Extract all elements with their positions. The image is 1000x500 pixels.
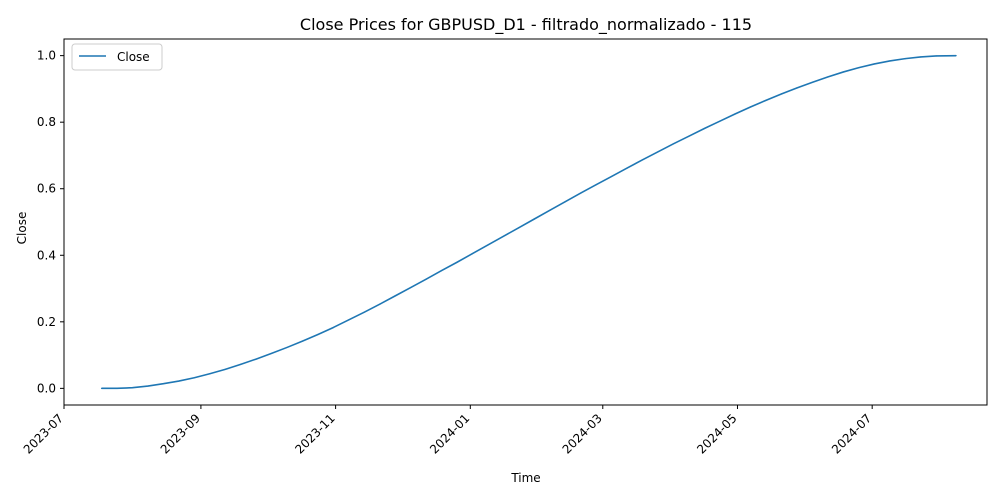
data-point: [595, 184, 597, 186]
data-point: [209, 373, 211, 375]
data-point: [657, 151, 659, 153]
x-tick-label: 2024-07: [829, 411, 874, 456]
plot-frame: [63, 38, 988, 406]
legend-box: [71, 43, 163, 71]
data-point: [348, 319, 350, 321]
data-point: [672, 143, 675, 145]
data-point: [394, 295, 396, 297]
data-point: [889, 60, 891, 62]
data-point: [904, 58, 906, 60]
data-point: [518, 227, 520, 229]
y-tick-label: 1.0: [37, 49, 56, 63]
data-point: [286, 346, 288, 349]
data-point: [781, 93, 783, 95]
data-point: [641, 159, 644, 161]
data-point: [842, 71, 845, 73]
data-point: [147, 385, 149, 387]
data-point: [425, 278, 427, 280]
data-point: [580, 192, 582, 194]
data-point: [688, 135, 690, 137]
x-tick-label: 2024-03: [560, 411, 605, 456]
plot-area: [63, 38, 988, 406]
data-point: [734, 113, 736, 115]
data-point: [162, 383, 164, 385]
series-layer: [100, 54, 957, 390]
data-point: [131, 387, 134, 389]
data-point: [955, 55, 957, 57]
data-point: [502, 235, 505, 237]
data-point: [626, 167, 628, 169]
data-point: [116, 387, 118, 389]
data-point: [363, 311, 365, 313]
data-point: [224, 368, 226, 370]
data-point: [332, 326, 334, 329]
data-point: [255, 358, 257, 360]
data-point: [270, 352, 273, 355]
data-point: [440, 269, 443, 272]
data-point: [935, 55, 937, 57]
data-point: [549, 209, 551, 211]
x-axis: 2023-07 2023-09 2023-11 2024-01 2024-03 2024-…: [21, 405, 874, 457]
y-tick-label: 0.4: [37, 248, 56, 262]
data-point: [827, 76, 829, 78]
x-tick-label: 2023-07: [21, 411, 66, 456]
data-point: [858, 67, 860, 69]
data-point: [796, 87, 798, 89]
data-point: [471, 253, 474, 255]
data-point: [100, 387, 103, 389]
chart-title: Close Prices for GBPUSD_D1 - filtrado_no…: [300, 15, 752, 35]
y-tick-label: 0.0: [37, 381, 56, 395]
legend: Close: [71, 43, 163, 71]
data-point: [178, 380, 180, 382]
data-point: [410, 286, 412, 289]
data-point: [301, 340, 304, 342]
data-point: [456, 261, 458, 263]
data-point: [379, 303, 381, 305]
x-tick-label: 2023-09: [158, 411, 203, 456]
data-point: [750, 106, 752, 108]
data-point: [611, 175, 613, 178]
y-tick-label: 0.8: [37, 115, 56, 129]
data-point: [533, 218, 535, 220]
x-tick-label: 2023-11: [292, 411, 337, 456]
y-tick-label: 0.6: [37, 182, 56, 196]
y-axis-label: Close: [15, 212, 29, 245]
data-point: [487, 244, 489, 246]
legend-label: Close: [117, 50, 150, 64]
data-point: [564, 201, 566, 203]
data-point: [811, 81, 814, 83]
data-point: [765, 99, 767, 101]
x-tick-label: 2024-01: [427, 411, 472, 456]
y-tick-label: 0.2: [37, 315, 56, 329]
data-point: [193, 377, 195, 379]
x-axis-label: Time: [510, 471, 540, 485]
data-point: [703, 127, 705, 130]
data-point: [920, 56, 922, 58]
data-point: [317, 333, 319, 336]
data-point: [719, 120, 721, 122]
y-axis: 0.0 0.2 0.4 0.6 0.8 1.0: [37, 49, 64, 395]
data-point: [240, 363, 242, 366]
data-point: [873, 63, 875, 65]
series-line-close: [101, 54, 957, 390]
x-tick-label: 2024-05: [694, 411, 739, 456]
